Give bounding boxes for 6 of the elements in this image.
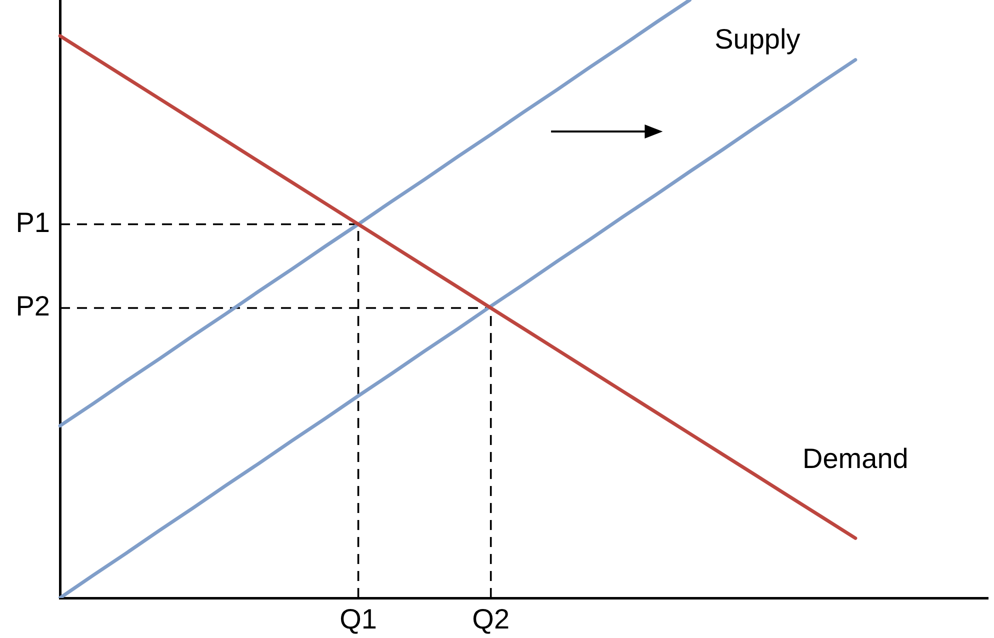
series-label: Supply — [714, 24, 800, 55]
x-tick-label: Q1 — [340, 604, 377, 635]
ref-line-label: P1 — [16, 206, 50, 238]
series-label: Demand — [802, 442, 908, 474]
ref-line-label: P2 — [16, 290, 50, 322]
x-tick-label: Q2 — [472, 604, 510, 635]
